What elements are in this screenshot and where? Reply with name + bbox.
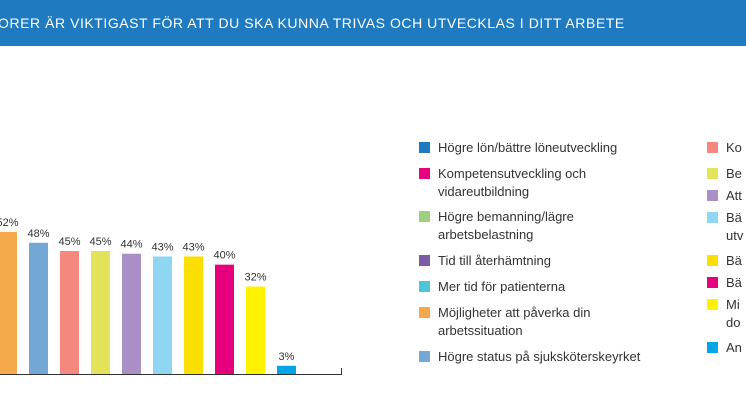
legend-label: Högre status på sjuksköterskeyrket — [438, 349, 641, 364]
bar-4 — [91, 251, 110, 374]
legend-label: Ko — [726, 140, 742, 155]
legend-label: Möjligheter att påverka din arbetssituat… — [438, 305, 591, 338]
data-label-3: 45% — [58, 236, 80, 248]
data-label-4: 45% — [89, 236, 111, 248]
bar-9 — [246, 286, 265, 374]
legend-swatch — [419, 281, 430, 292]
page-title: ORER ÄR VIKTIGAST FÖR ATT DU SKA KUNNA T… — [0, 15, 625, 31]
legend-swatch — [419, 307, 430, 318]
legend-label: Bä — [726, 275, 742, 290]
legend-label: Bä utv — [726, 210, 744, 243]
data-label-1: 52% — [0, 217, 19, 229]
legend-label: Högre lön/bättre löneutveckling — [438, 140, 618, 155]
bar-10 — [277, 365, 296, 374]
legend-swatch — [419, 142, 430, 153]
bar-7 — [184, 256, 203, 374]
legend-item-4: Tid till återhämtning — [419, 252, 551, 270]
data-label-7: 43% — [182, 241, 204, 253]
legend-label: Mer tid för patienterna — [438, 279, 566, 294]
header-banner: ORER ÄR VIKTIGAST FÖR ATT DU SKA KUNNA T… — [0, 0, 746, 46]
bar-2 — [29, 242, 48, 374]
legend-item-14: Mi do — [707, 296, 740, 332]
data-label-9: 32% — [244, 272, 266, 284]
legend-item-5: Mer tid för patienterna — [419, 278, 565, 296]
legend-label: Be — [726, 166, 742, 181]
legend-swatch — [707, 277, 718, 288]
legend-item-11: Bä utv — [707, 209, 743, 245]
legend-swatch — [707, 190, 718, 201]
legend-item-3: Högre bemanning/lägre arbetsbelastning — [419, 208, 574, 244]
data-labels-group: 52% 48% 45% 45% 44% 43% 43% 40% 32% 3% — [0, 217, 295, 363]
legend-label: Högre bemanning/lägre arbetsbelastning — [438, 209, 574, 242]
legend-swatch — [707, 212, 718, 223]
legend-item-9: Be — [707, 165, 742, 183]
legend-label: An — [726, 340, 742, 355]
legend-label: Mi do — [726, 297, 741, 330]
legend-swatch — [419, 168, 430, 179]
legend-label: Kompetensutveckling och vidareutbildning — [438, 166, 587, 199]
bar-3 — [60, 251, 79, 374]
data-label-6: 43% — [151, 241, 173, 253]
legend-label: Bä — [726, 253, 742, 268]
legend-item-15: An — [707, 339, 742, 357]
legend-label: Tid till återhämtning — [438, 253, 551, 268]
bar-6 — [153, 256, 172, 374]
bar-1 — [0, 231, 17, 374]
legend-swatch — [707, 142, 718, 153]
data-label-10: 3% — [279, 351, 295, 363]
bar-8 — [215, 264, 234, 374]
legend-swatch — [707, 168, 718, 179]
data-label-8: 40% — [213, 250, 235, 262]
legend-item-8: Ko — [707, 139, 742, 157]
legend-item-7: Högre status på sjuksköterskeyrket — [419, 348, 640, 366]
bar-5 — [122, 253, 141, 374]
legend-item-12: Bä — [707, 252, 742, 270]
legend-swatch — [419, 255, 430, 266]
legend-item-1: Högre lön/bättre löneutveckling — [419, 139, 617, 157]
legend-swatch — [419, 211, 430, 222]
legend-swatch — [419, 351, 430, 362]
data-label-5: 44% — [120, 239, 142, 251]
legend-item-10: Att — [707, 187, 742, 205]
legend-item-2: Kompetensutveckling och vidareutbildning — [419, 165, 586, 201]
legend-swatch — [707, 255, 718, 266]
legend-item-13: Bä — [707, 274, 742, 292]
legend-label: Att — [726, 188, 742, 203]
legend-swatch — [707, 342, 718, 353]
bars-group — [0, 231, 296, 374]
legend-item-6: Möjligheter att påverka din arbetssituat… — [419, 304, 590, 340]
data-label-2: 48% — [27, 228, 49, 240]
legend-swatch — [707, 299, 718, 310]
